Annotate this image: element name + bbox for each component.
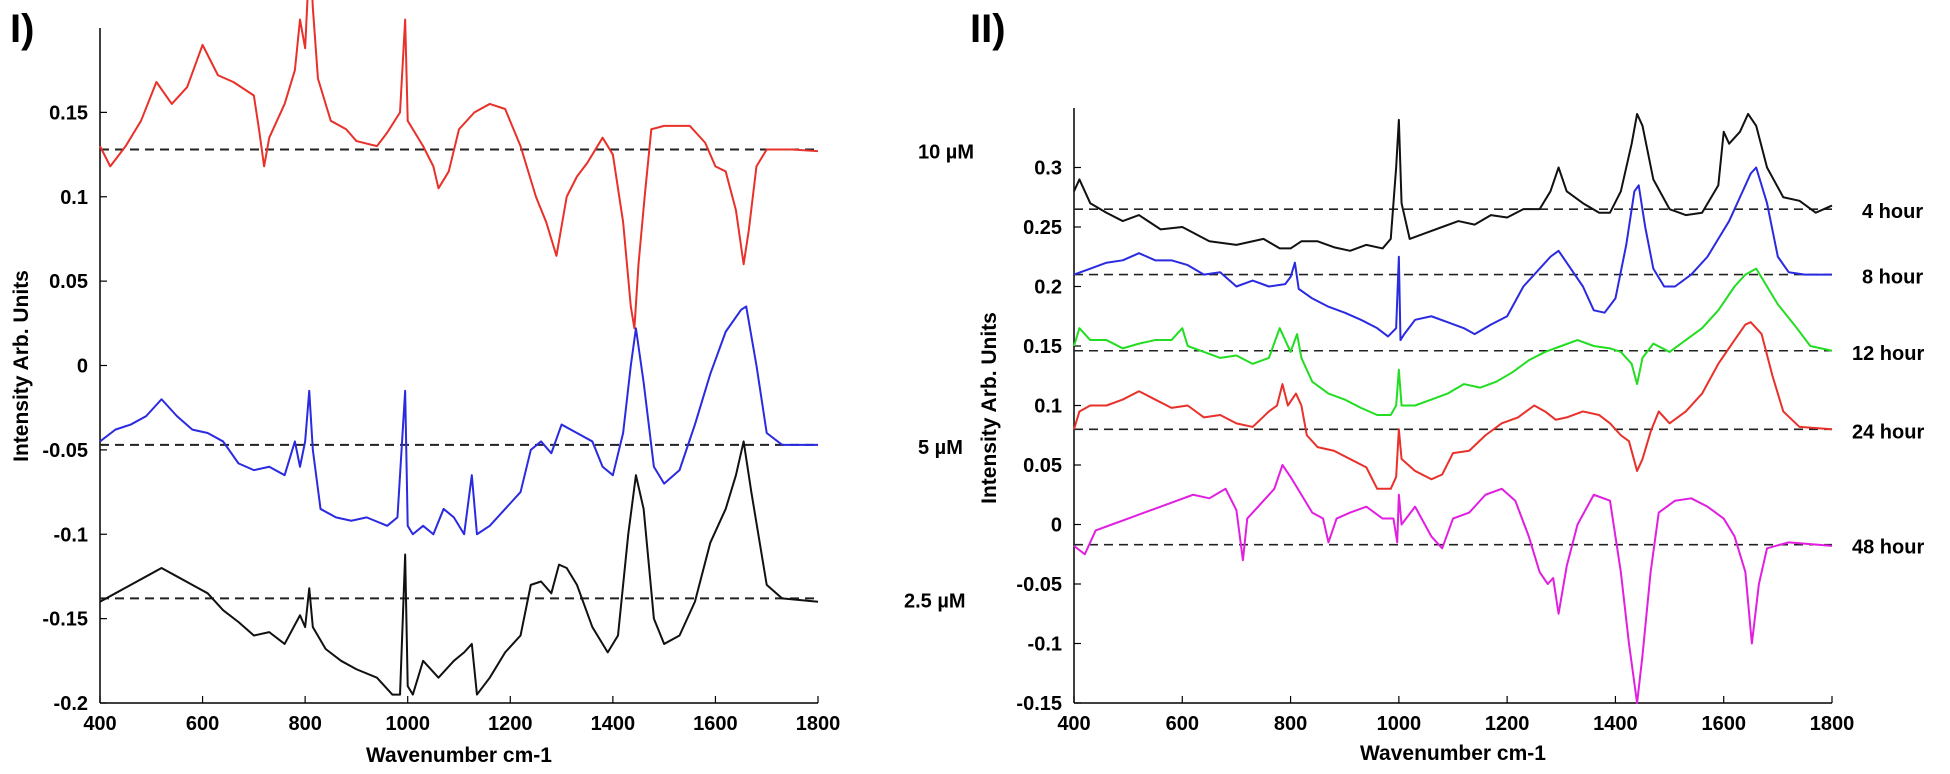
panel-i-spectrum-line-0 [99, 0, 819, 330]
panel-ii-y-tick-label: -0.1 [1028, 634, 1062, 656]
panel-i-series-label-2: 2.5 µM [904, 590, 966, 612]
panel-ii-series-0: 4 hour [1073, 112, 1923, 252]
panel-i-x-tick-label: 1200 [488, 713, 533, 735]
panel-ii-y-tick-label: 0.05 [1023, 455, 1062, 477]
panel-ii-x-tick-label: 1400 [1593, 713, 1638, 735]
panel-i-spectrum-line-1 [99, 305, 818, 536]
panel-ii-series-label-2: 12 hour [1852, 343, 1924, 365]
panel-ii-spectrum-line-1 [1073, 166, 1832, 342]
panel-i-series-label-0: 10 µM [918, 142, 974, 164]
panel-ii-y-tick-label: 0.1 [1034, 396, 1062, 418]
panel-ii-y-axis-title: Intensity Arb. Units [978, 312, 1001, 504]
panel-i-y-tick-label: -0.15 [42, 609, 88, 631]
panel-i-x-tick-label: 800 [288, 713, 321, 735]
panel-i: I)400 600 800 1000 1200 1400 1600 1800-0.2-0.15… [10, 0, 974, 767]
panel-i-x-tick-label: 600 [186, 713, 219, 735]
panel-ii-series-2: 12 hour [1073, 267, 1924, 417]
panel-i-y-tick-label: 0.05 [49, 271, 88, 293]
panel-ii-x-tick-label: 400 [1057, 713, 1090, 735]
panel-ii-y-tick-label: 0.25 [1023, 217, 1062, 239]
panel-ii: II) 400 600 800 1000 1200 1400 1600 1800 -0.15 -0.… [970, 7, 1924, 765]
panel-i-y-axis-title: Intensity Arb. Units [10, 270, 33, 462]
panel-i-x-tick-label: 1600 [693, 713, 738, 735]
panel-i-y-tick-label: -0.2 [54, 693, 88, 715]
panel-ii-y-tick-label: 0.3 [1034, 158, 1062, 180]
panel-ii-y-tick-label: 0.15 [1023, 336, 1062, 358]
panel-i-y-tick-label: -0.05 [42, 440, 88, 462]
panel-ii-series-label-3: 24 hour [1852, 421, 1924, 443]
panel-ii-y-tick-label: -0.05 [1016, 574, 1062, 596]
panel-i-series-1: 5 µM [99, 305, 963, 536]
panel-i-series-2: 2.5 µM [99, 440, 966, 696]
panel-i-y-tick-label: 0 [77, 356, 88, 378]
panel-ii-series-label-1: 8 hour [1862, 267, 1923, 289]
panel-ii-series-4: 48 hour [1073, 464, 1924, 704]
panel-i-x-tick-label: 1800 [796, 713, 841, 735]
panel-ii-y-tick-label: -0.15 [1016, 693, 1062, 715]
panel-ii-series-label-4: 48 hour [1852, 537, 1924, 559]
panel-i-x-tick-label: 1000 [385, 713, 430, 735]
panel-i-series-0: 10 µM [99, 0, 974, 330]
panel-i-x-axis-title: Wavenumber cm-1 [366, 744, 552, 767]
panel-ii-x-axis-title: Wavenumber cm-1 [1360, 742, 1546, 765]
panel-i-spectrum-line-2 [99, 440, 819, 696]
panel-ii-spectrum-line-0 [1073, 112, 1833, 252]
panel-i-label: I) [10, 7, 34, 51]
panel-i-x-tick-label: 400 [83, 713, 116, 735]
panel-ii-y-tick-label: 0 [1051, 515, 1062, 537]
panel-ii-x-tick-label: 1200 [1485, 713, 1530, 735]
panel-ii-x-tick-label: 600 [1166, 713, 1199, 735]
panel-ii-x-tick-label: 1600 [1701, 713, 1746, 735]
panel-ii-spectrum-line-2 [1073, 267, 1833, 417]
panel-i-y-tick-label: 0.15 [49, 102, 88, 124]
panel-i-x-tick-label: 1400 [591, 713, 636, 735]
panel-ii-series-3: 24 hour [1073, 321, 1924, 490]
panel-ii-label: II) [970, 7, 1006, 51]
panel-i-y-tick-label: -0.1 [54, 524, 88, 546]
panel-ii-spectrum-line-4 [1073, 464, 1833, 704]
panel-ii-x-tick-label: 1000 [1377, 713, 1422, 735]
panel-ii-x-tick-label: 1800 [1810, 713, 1855, 735]
panel-ii-x-tick-label: 800 [1274, 713, 1307, 735]
panel-ii-series-1: 8 hour [1073, 166, 1923, 342]
panel-i-series-label-1: 5 µM [918, 437, 963, 459]
panel-ii-series-label-0: 4 hour [1862, 201, 1923, 223]
panel-ii-y-tick-label: 0.2 [1034, 277, 1062, 299]
panel-ii-spectrum-line-3 [1073, 321, 1833, 490]
panel-i-y-tick-label: 0.1 [60, 187, 88, 209]
